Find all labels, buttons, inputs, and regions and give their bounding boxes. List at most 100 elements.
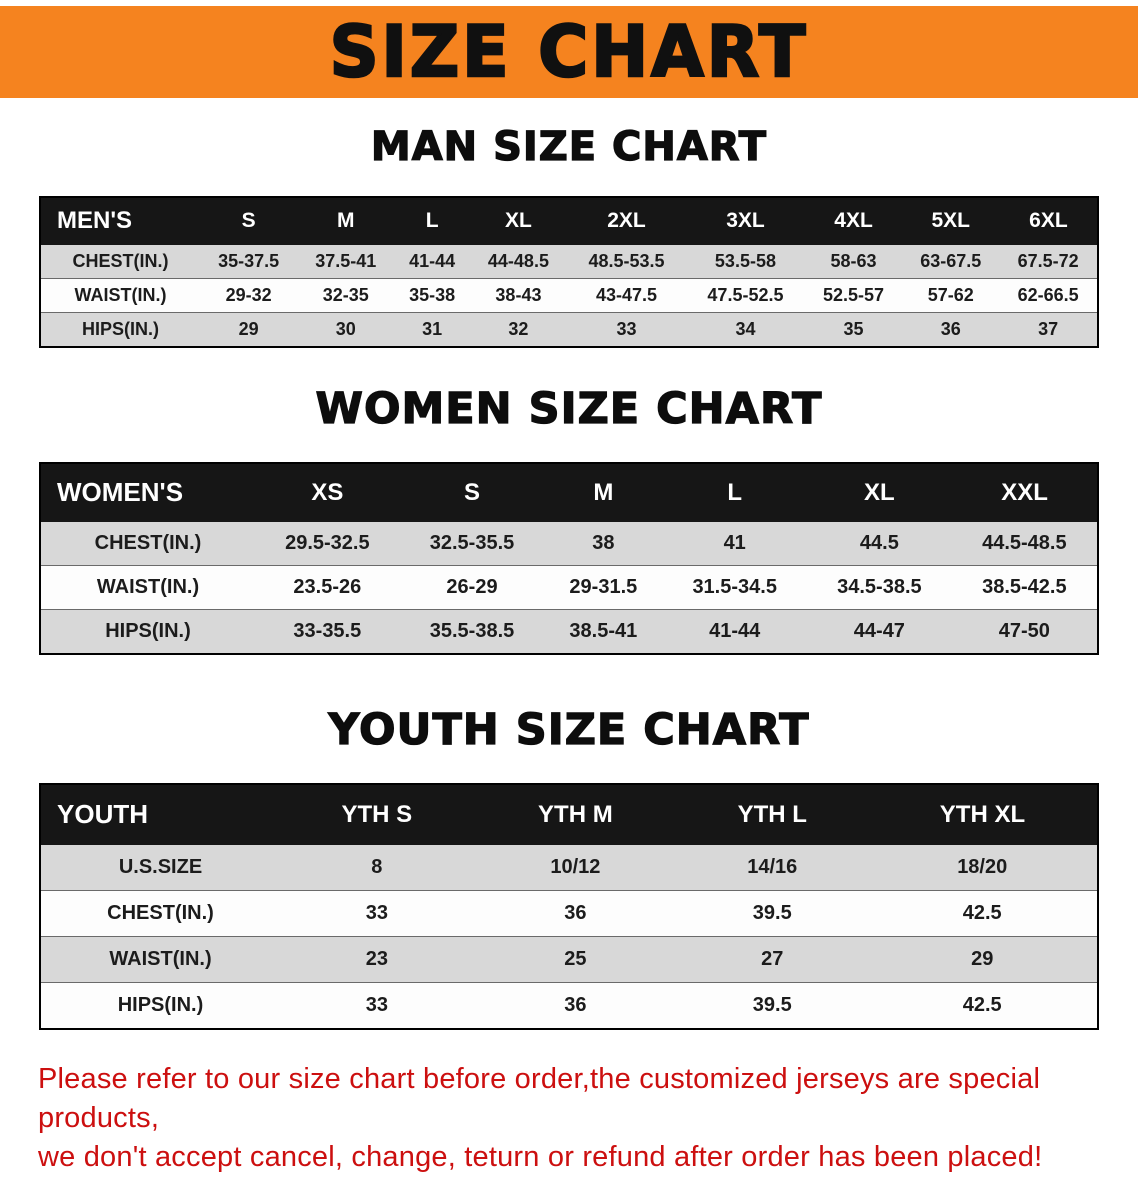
size-column-header: XXL [951, 462, 1099, 522]
size-value: 41-44 [394, 244, 470, 279]
row-label: CHEST(IN.) [40, 890, 280, 937]
size-column-header: S [199, 196, 298, 245]
size-value: 29-31.5 [544, 565, 663, 610]
table-row: WAIST(IN.) 23 25 27 29 [40, 936, 1098, 983]
women-section-heading: WOMEN SIZE CHART [315, 383, 823, 434]
size-value: 57-62 [902, 278, 1000, 313]
row-label: WAIST(IN.) [40, 936, 280, 983]
page-title: SIZE CHART [328, 10, 809, 95]
size-value: 37.5-41 [297, 244, 395, 279]
size-value: 63-67.5 [902, 244, 1000, 279]
size-value: 14/16 [677, 844, 868, 891]
size-column-header: XL [806, 462, 953, 522]
size-value: 31.5-34.5 [662, 565, 808, 610]
size-column-header: M [543, 462, 663, 522]
size-value: 23.5-26 [255, 565, 400, 610]
size-column-header: 2XL [566, 196, 687, 245]
size-value: 23 [280, 936, 474, 983]
table-row: HIPS(IN.) 29 30 31 32 33 34 35 36 37 [40, 312, 1098, 347]
size-value: 48.5-53.5 [567, 244, 686, 279]
disclaimer-line: we don't accept cancel, change, teturn o… [38, 1141, 1043, 1174]
youth-size-table: YOUTH YTH S YTH M YTH L YTH XL U.S.SIZE 8 10/12… [39, 783, 1099, 1030]
size-column-header: XL [469, 196, 568, 245]
size-value: 39.5 [677, 982, 868, 1029]
size-value: 47.5-52.5 [685, 278, 805, 313]
size-value: 44-48.5 [469, 244, 568, 279]
size-value: 33-35.5 [255, 609, 400, 654]
size-value: 44-47 [807, 609, 952, 654]
size-column-header: M [296, 196, 395, 245]
size-value: 27 [677, 936, 868, 983]
size-column-header: 6XL [998, 196, 1099, 245]
table-header-row: WOMEN'S XS S M L XL XXL [39, 462, 1099, 522]
youth-section-heading: YOUTH SIZE CHART [328, 704, 810, 755]
size-value: 36 [902, 312, 1000, 347]
size-value: 29-32 [200, 278, 298, 313]
size-value: 35.5-38.5 [399, 609, 545, 654]
size-value: 58-63 [804, 244, 903, 279]
table-row: WAIST(IN.) 29-32 32-35 35-38 38-43 43-47.5 47.… [40, 278, 1098, 313]
size-value: 35-37.5 [200, 244, 298, 279]
size-column-header: YTH L [676, 783, 868, 845]
size-value: 42.5 [867, 890, 1098, 937]
row-label: HIPS(IN.) [40, 982, 280, 1029]
size-value: 41-44 [662, 609, 808, 654]
size-value: 36 [473, 890, 678, 937]
size-value: 52.5-57 [804, 278, 903, 313]
table-category-header: MEN'S [39, 196, 201, 245]
row-label: CHEST(IN.) [40, 244, 200, 279]
size-value: 26-29 [399, 565, 545, 610]
size-column-header: S [399, 462, 545, 522]
size-column-header: YTH M [473, 783, 678, 845]
size-value: 32.5-35.5 [399, 521, 545, 566]
row-label: WAIST(IN.) [40, 565, 255, 610]
size-value: 36 [473, 982, 678, 1029]
size-value: 29 [200, 312, 298, 347]
size-value: 33 [280, 890, 474, 937]
size-value: 38-43 [469, 278, 568, 313]
size-value: 34.5-38.5 [807, 565, 952, 610]
size-value: 42.5 [867, 982, 1098, 1029]
size-value: 62-66.5 [999, 278, 1098, 313]
size-value: 35-38 [394, 278, 470, 313]
size-value: 33 [567, 312, 686, 347]
size-value: 44.5 [807, 521, 952, 566]
disclaimer-note: Please refer to our size chart before or… [38, 1060, 1100, 1177]
size-value: 38.5-42.5 [951, 565, 1098, 610]
men-section-heading: MAN SIZE CHART [370, 123, 768, 170]
table-row: CHEST(IN.) 29.5-32.5 32.5-35.5 38 41 44.5 44.5… [40, 521, 1098, 566]
row-label: HIPS(IN.) [40, 312, 200, 347]
banner: SIZE CHART [0, 6, 1138, 98]
table-category-header: YOUTH [39, 783, 281, 845]
table-header-row: MEN'S S M L XL 2XL 3XL 4XL 5XL 6XL [39, 196, 1099, 245]
size-value: 44.5-48.5 [951, 521, 1098, 566]
size-column-header: 5XL [901, 196, 1000, 245]
table-row: HIPS(IN.) 33 36 39.5 42.5 [40, 982, 1098, 1029]
size-value: 43-47.5 [567, 278, 686, 313]
size-value: 8 [280, 844, 474, 891]
men-section: MAN SIZE CHART MEN'S S M L XL 2XL 3XL 4XL 5XL 6XL… [0, 123, 1138, 348]
size-chart-page: SIZE CHART MAN SIZE CHART MEN'S S M L XL 2XL 3… [0, 6, 1138, 1177]
size-value: 31 [394, 312, 470, 347]
size-value: 29 [867, 936, 1098, 983]
table-row: WAIST(IN.) 23.5-26 26-29 29-31.5 31.5-34.5 34… [40, 565, 1098, 610]
size-column-header: YTH S [279, 783, 475, 845]
men-size-table: MEN'S S M L XL 2XL 3XL 4XL 5XL 6XL CHEST(IN.) 35-37… [39, 196, 1099, 348]
size-value: 67.5-72 [999, 244, 1098, 279]
size-column-header: 4XL [804, 196, 903, 245]
row-label: HIPS(IN.) [40, 609, 255, 654]
size-value: 29.5-32.5 [255, 521, 400, 566]
table-category-header: WOMEN'S [39, 462, 256, 522]
size-value: 25 [473, 936, 678, 983]
size-value: 32 [469, 312, 568, 347]
women-size-table: WOMEN'S XS S M L XL XXL CHEST(IN.) 29.5-32.5 32.5… [39, 462, 1099, 655]
size-value: 10/12 [473, 844, 678, 891]
size-value: 47-50 [951, 609, 1098, 654]
row-label: CHEST(IN.) [40, 521, 255, 566]
table-row: CHEST(IN.) 35-37.5 37.5-41 41-44 44-48.5 48.5… [40, 244, 1098, 279]
size-value: 30 [297, 312, 395, 347]
size-value: 37 [999, 312, 1098, 347]
table-header-row: YOUTH YTH S YTH M YTH L YTH XL [39, 783, 1099, 845]
size-value: 39.5 [677, 890, 868, 937]
size-value: 41 [662, 521, 808, 566]
